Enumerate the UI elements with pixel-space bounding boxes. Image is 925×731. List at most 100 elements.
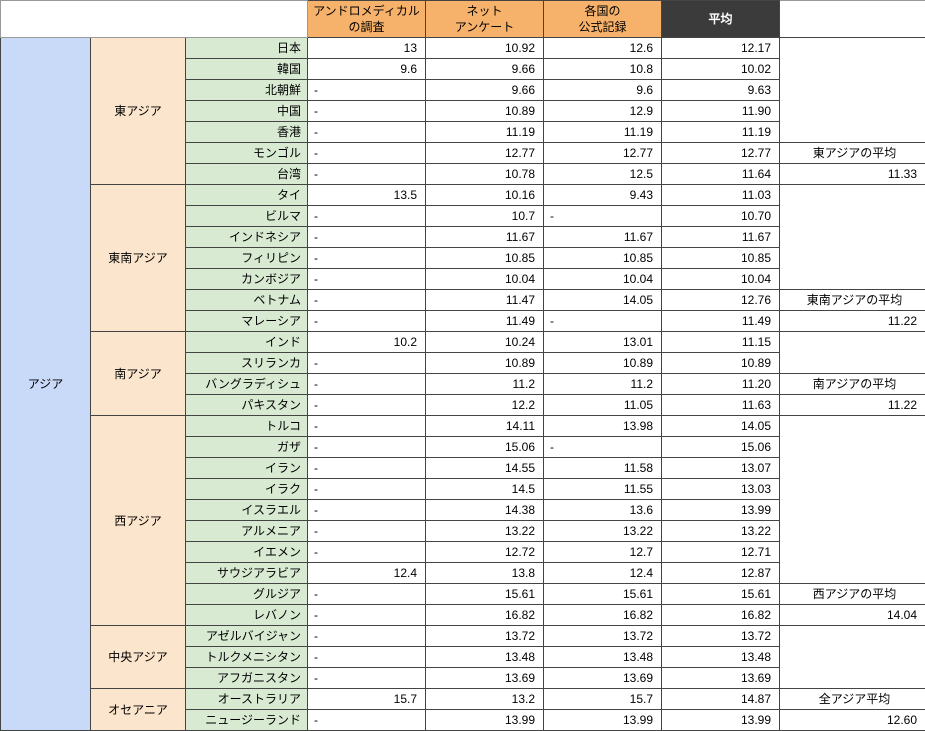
value-cell: 12.6: [544, 38, 662, 59]
value-cell: 10.16: [426, 185, 544, 206]
value-cell: 10.89: [662, 353, 780, 374]
value-cell: 10.85: [662, 248, 780, 269]
table-body: アジア東アジア日本1310.9212.612.17韓国9.69.6610.810…: [1, 38, 925, 731]
country-cell: イスラエル: [186, 500, 308, 521]
value-cell: -: [308, 584, 426, 605]
subregion-avg-value: 11.22: [780, 311, 925, 332]
value-cell: -: [308, 521, 426, 542]
side-blank: [780, 38, 925, 59]
value-cell: -: [544, 206, 662, 227]
value-cell: 15.7: [308, 689, 426, 710]
side-blank: [780, 227, 925, 248]
subregion-avg-label: 東南アジアの平均: [780, 290, 925, 311]
subregion-cell: 東南アジア: [91, 185, 186, 332]
value-cell: -: [308, 710, 426, 731]
country-cell: インド: [186, 332, 308, 353]
value-cell: 10.89: [544, 353, 662, 374]
value-cell: 12.9: [544, 101, 662, 122]
value-cell: 11.2: [544, 374, 662, 395]
value-cell: 12.7: [544, 542, 662, 563]
header-col4-text: 平均: [708, 12, 732, 26]
value-cell: 15.06: [426, 437, 544, 458]
value-cell: -: [308, 227, 426, 248]
side-blank: [780, 80, 925, 101]
country-cell: 北朝鮮: [186, 80, 308, 101]
value-cell: 13.72: [662, 626, 780, 647]
value-cell: -: [308, 143, 426, 164]
subregion-avg-label: 全アジア平均: [780, 689, 925, 710]
value-cell: 10.85: [426, 248, 544, 269]
table-row: 東南アジアタイ13.510.169.4311.03: [1, 185, 925, 206]
value-cell: 11.19: [662, 122, 780, 143]
value-cell: 15.61: [426, 584, 544, 605]
value-cell: 12.87: [662, 563, 780, 584]
value-cell: 11.15: [662, 332, 780, 353]
value-cell: -: [544, 311, 662, 332]
value-cell: -: [308, 122, 426, 143]
side-blank: [780, 248, 925, 269]
value-cell: 11.47: [426, 290, 544, 311]
value-cell: 11.67: [544, 227, 662, 248]
value-cell: 13.69: [662, 668, 780, 689]
country-cell: 韓国: [186, 59, 308, 80]
value-cell: 12.5: [544, 164, 662, 185]
value-cell: -: [308, 542, 426, 563]
subregion-cell: 西アジア: [91, 416, 186, 626]
value-cell: 11.58: [544, 458, 662, 479]
value-cell: -: [308, 647, 426, 668]
value-cell: 9.6: [544, 80, 662, 101]
value-cell: 15.61: [544, 584, 662, 605]
value-cell: 14.38: [426, 500, 544, 521]
subregion-avg-label: 西アジアの平均: [780, 584, 925, 605]
value-cell: 9.43: [544, 185, 662, 206]
value-cell: 13.72: [426, 626, 544, 647]
value-cell: 10.04: [426, 269, 544, 290]
value-cell: 10.04: [662, 269, 780, 290]
value-cell: -: [308, 311, 426, 332]
value-cell: 13.22: [544, 521, 662, 542]
value-cell: 13.48: [426, 647, 544, 668]
value-cell: 11.19: [544, 122, 662, 143]
table-row: オセアニアオーストラリア15.713.215.714.87全アジア平均: [1, 689, 925, 710]
value-cell: 11.20: [662, 374, 780, 395]
country-cell: イラク: [186, 479, 308, 500]
country-cell: モンゴル: [186, 143, 308, 164]
country-cell: アルメニア: [186, 521, 308, 542]
value-cell: 16.82: [426, 605, 544, 626]
value-cell: 11.05: [544, 395, 662, 416]
value-cell: 10.78: [426, 164, 544, 185]
value-cell: 10.8: [544, 59, 662, 80]
header-col3: 各国の公式記録: [544, 1, 662, 38]
country-cell: アフガニスタン: [186, 668, 308, 689]
value-cell: 16.82: [662, 605, 780, 626]
value-cell: 13.01: [544, 332, 662, 353]
value-cell: 15.7: [544, 689, 662, 710]
country-cell: オーストラリア: [186, 689, 308, 710]
value-cell: 10.89: [426, 101, 544, 122]
value-cell: 13.99: [544, 710, 662, 731]
side-blank: [780, 479, 925, 500]
value-cell: 12.17: [662, 38, 780, 59]
value-cell: -: [308, 500, 426, 521]
value-cell: -: [308, 290, 426, 311]
value-cell: 10.04: [544, 269, 662, 290]
value-cell: 12.76: [662, 290, 780, 311]
side-blank: [780, 206, 925, 227]
value-cell: 14.5: [426, 479, 544, 500]
table-row: 南アジアインド10.210.2413.0111.15: [1, 332, 925, 353]
region-cell: アジア: [1, 38, 91, 731]
country-cell: タイ: [186, 185, 308, 206]
side-blank: [780, 668, 925, 689]
value-cell: 10.2: [308, 332, 426, 353]
value-cell: 12.77: [426, 143, 544, 164]
value-cell: 15.61: [662, 584, 780, 605]
side-blank: [780, 185, 925, 206]
value-cell: 9.63: [662, 80, 780, 101]
subregion-avg-value: 14.04: [780, 605, 925, 626]
value-cell: 13.72: [544, 626, 662, 647]
value-cell: 10.7: [426, 206, 544, 227]
side-blank: [780, 542, 925, 563]
subregion-avg-value: 12.60: [780, 710, 925, 731]
value-cell: -: [308, 374, 426, 395]
country-cell: バングラディシュ: [186, 374, 308, 395]
